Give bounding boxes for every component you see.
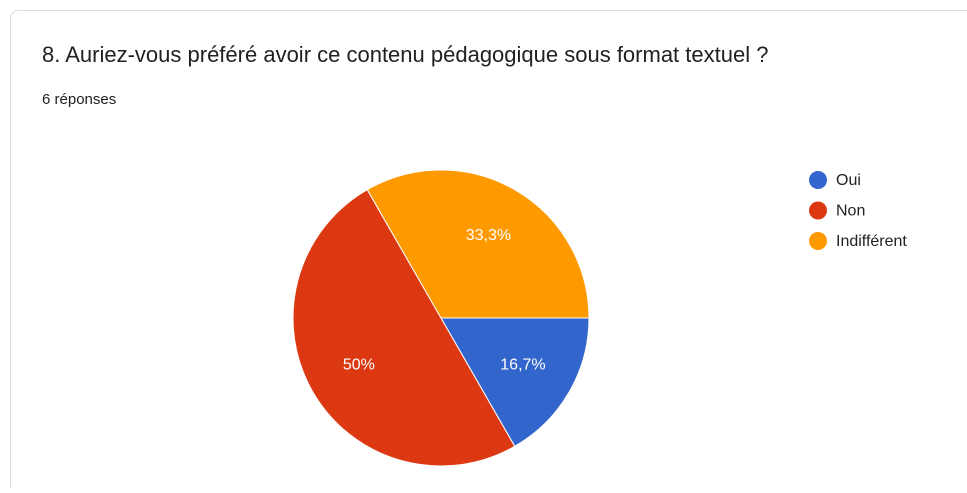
slice-label: 33,3%: [466, 227, 511, 244]
chart-title: 8. Auriez-vous préféré avoir ce contenu …: [42, 42, 768, 67]
slice-label: 50%: [343, 356, 375, 373]
legend-label: Oui: [836, 172, 861, 189]
legend-label: Indifférent: [836, 233, 907, 250]
legend-label: Non: [836, 203, 865, 220]
chart-subtitle: 6 réponses: [42, 91, 116, 108]
legend-swatch: [809, 232, 827, 250]
legend-swatch: [809, 202, 827, 220]
legend-swatch: [809, 171, 827, 189]
slice-label: 16,7%: [500, 357, 545, 374]
